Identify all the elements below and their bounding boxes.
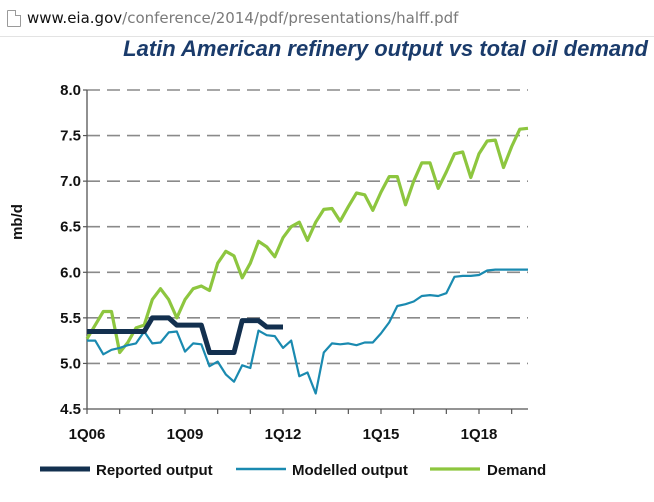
y-tick-label: 4.5 [60, 401, 81, 418]
y-tick-label: 8.0 [60, 82, 81, 99]
y-axis-title: mb/d [9, 204, 26, 240]
chart-title: Latin American refinery output vs total … [123, 36, 648, 61]
gridlines [87, 89, 528, 365]
legend-item: Demand [430, 462, 546, 479]
url-path: /conference/2014/pdf/presentations/halff… [122, 9, 459, 27]
y-tick-label: 6.0 [60, 264, 81, 281]
legend: Reported output Modelled output Demand [40, 462, 546, 479]
y-tick-label: 5.0 [60, 355, 81, 372]
series-line-demand [85, 126, 529, 355]
address-bar[interactable]: www.eia.gov/conference/2014/pdf/presenta… [0, 0, 654, 37]
series-lines [85, 126, 529, 395]
legend-item: Reported output [40, 462, 213, 479]
url-host: www.eia.gov [27, 9, 123, 27]
y-tick-label: 7.0 [60, 173, 81, 190]
y-tick-label: 5.5 [60, 310, 81, 327]
x-tick-labels: 1Q06 1Q09 1Q12 1Q15 1Q18 [69, 426, 498, 443]
x-tick-label: 1Q15 [363, 426, 400, 443]
x-tick-label: 1Q12 [265, 426, 302, 443]
legend-label: Demand [487, 462, 546, 479]
legend-label: Reported output [96, 462, 213, 479]
url-text[interactable]: www.eia.gov/conference/2014/pdf/presenta… [27, 9, 458, 27]
legend-item: Modelled output [236, 462, 408, 479]
series-line-reported-output [87, 315, 283, 355]
series-line-modelled-output [87, 268, 528, 395]
x-tick-label: 1Q06 [69, 426, 106, 443]
page-icon [7, 9, 21, 27]
y-tick-label: 6.5 [60, 219, 81, 236]
y-tick-labels: 4.5 5.0 5.5 6.0 6.5 7.0 7.5 8.0 [60, 82, 81, 418]
legend-label: Modelled output [292, 462, 408, 479]
y-tick-label: 7.5 [60, 128, 81, 145]
axes [83, 89, 528, 414]
x-tick-label: 1Q09 [167, 426, 204, 443]
x-tick-label: 1Q18 [461, 426, 498, 443]
